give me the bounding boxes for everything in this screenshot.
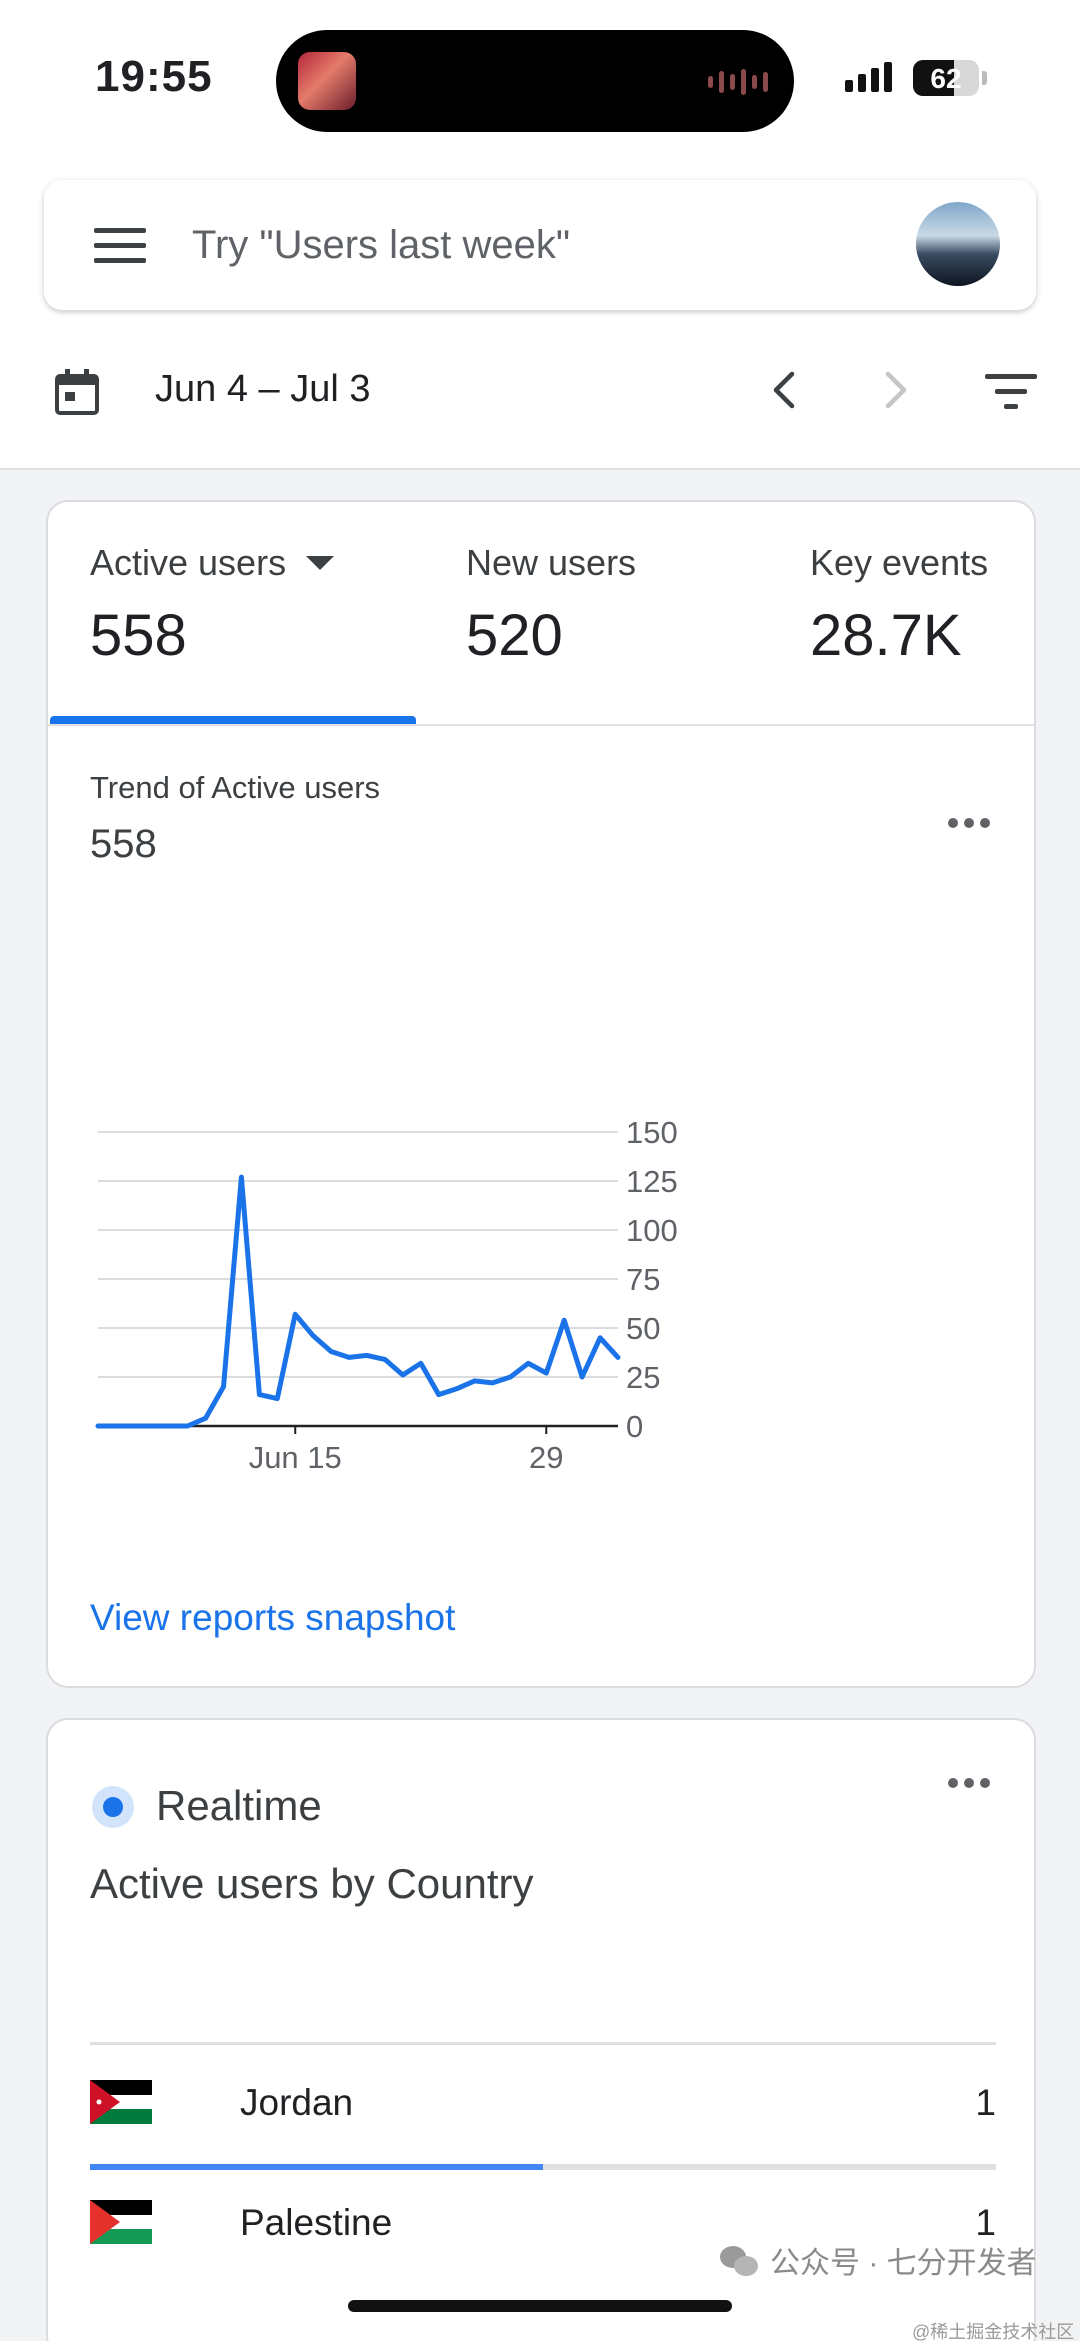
country-share-bar	[90, 2164, 996, 2170]
country-count: 1	[975, 2202, 996, 2243]
more-options-icon[interactable]	[948, 818, 990, 828]
active-users-line-chart: 0 25 50 75 100 125 150 Jun 15 29	[95, 1115, 678, 1475]
search-input[interactable]	[192, 210, 892, 280]
list-item[interactable]: Jordan 1	[90, 2064, 996, 2144]
chevron-left-icon[interactable]	[764, 366, 804, 414]
x-tick-label: Jun 15	[249, 1440, 342, 1475]
series-line-active-users[interactable]	[95, 1174, 621, 1429]
realtime-title: Active users by Country	[90, 1860, 534, 1907]
metric-active-users[interactable]: Active users 558	[90, 542, 335, 669]
metric-label: Key events	[810, 542, 989, 583]
status-bar: 19:55 62	[0, 0, 1080, 160]
battery-nub-icon	[982, 71, 987, 85]
app-header: Jun 4 – Jul 3	[0, 160, 1080, 470]
watermark-subtext: @稀土掘金技术社区	[912, 2322, 1075, 2341]
realtime-card: Realtime Active users by Country Jordan …	[46, 1718, 1036, 2341]
y-tick-label: 100	[626, 1213, 678, 1248]
tab-divider	[48, 724, 1034, 726]
home-indicator[interactable]	[348, 2300, 732, 2312]
jordan-flag-icon	[90, 2080, 152, 2124]
metric-label: New users	[466, 542, 637, 583]
cellular-signal-icon	[845, 62, 892, 92]
y-tick-label: 50	[626, 1311, 660, 1346]
selected-tab-indicator	[50, 716, 416, 724]
wechat-icon	[720, 2244, 760, 2276]
now-playing-album-icon	[298, 52, 356, 110]
country-name: Jordan	[240, 2082, 354, 2123]
realtime-label: Realtime	[156, 1782, 322, 1829]
realtime-dot-icon	[92, 1786, 134, 1828]
menu-icon[interactable]	[94, 228, 146, 264]
y-tick-label: 75	[626, 1262, 660, 1297]
y-tick-label: 150	[626, 1115, 678, 1150]
list-item[interactable]: Palestine 1	[90, 2184, 996, 2264]
battery-icon: 62	[913, 60, 979, 96]
palestine-flag-icon	[90, 2200, 152, 2244]
metric-value: 558	[90, 603, 187, 668]
battery-level: 62	[930, 63, 962, 94]
filter-icon[interactable]	[985, 374, 1037, 410]
trend-value: 558	[90, 822, 157, 866]
country-share-fill	[90, 2164, 543, 2170]
metric-label: Active users	[90, 542, 287, 583]
trend-label: Trend of Active users	[90, 770, 381, 805]
calendar-icon[interactable]	[54, 368, 100, 416]
metric-value: 520	[466, 603, 563, 668]
date-range-label[interactable]: Jun 4 – Jul 3	[155, 368, 371, 410]
y-tick-label: 25	[626, 1360, 660, 1395]
battery-fill	[913, 60, 954, 96]
dynamic-island[interactable]	[276, 30, 794, 132]
country-name: Palestine	[240, 2202, 393, 2243]
chevron-right-icon[interactable]	[876, 366, 916, 414]
avatar[interactable]	[916, 202, 1000, 286]
overview-card: Active users 558 New users 520 Key event…	[46, 500, 1036, 1688]
date-range-row: Jun 4 – Jul 3	[0, 340, 1080, 440]
audio-waveform-icon	[708, 68, 768, 96]
metric-key-events[interactable]: Key events 28.7K	[810, 542, 988, 669]
divider	[90, 2042, 996, 2045]
country-count: 1	[975, 2082, 996, 2123]
x-tick-label: 29	[529, 1440, 563, 1475]
search-bar	[44, 180, 1036, 310]
dropdown-caret-icon[interactable]	[306, 556, 335, 570]
metric-value: 28.7K	[810, 603, 962, 668]
watermark: 公众号 · 七分开发者	[720, 2238, 1037, 2282]
more-options-icon[interactable]	[948, 1778, 990, 1788]
status-time: 19:55	[95, 52, 213, 101]
watermark-text: 公众号 · 七分开发者	[770, 2247, 1037, 2280]
y-tick-label: 0	[626, 1409, 643, 1444]
metric-new-users[interactable]: New users 520	[466, 542, 636, 669]
y-tick-label: 125	[626, 1164, 678, 1199]
view-reports-snapshot-link[interactable]: View reports snapshot	[90, 1597, 456, 1638]
